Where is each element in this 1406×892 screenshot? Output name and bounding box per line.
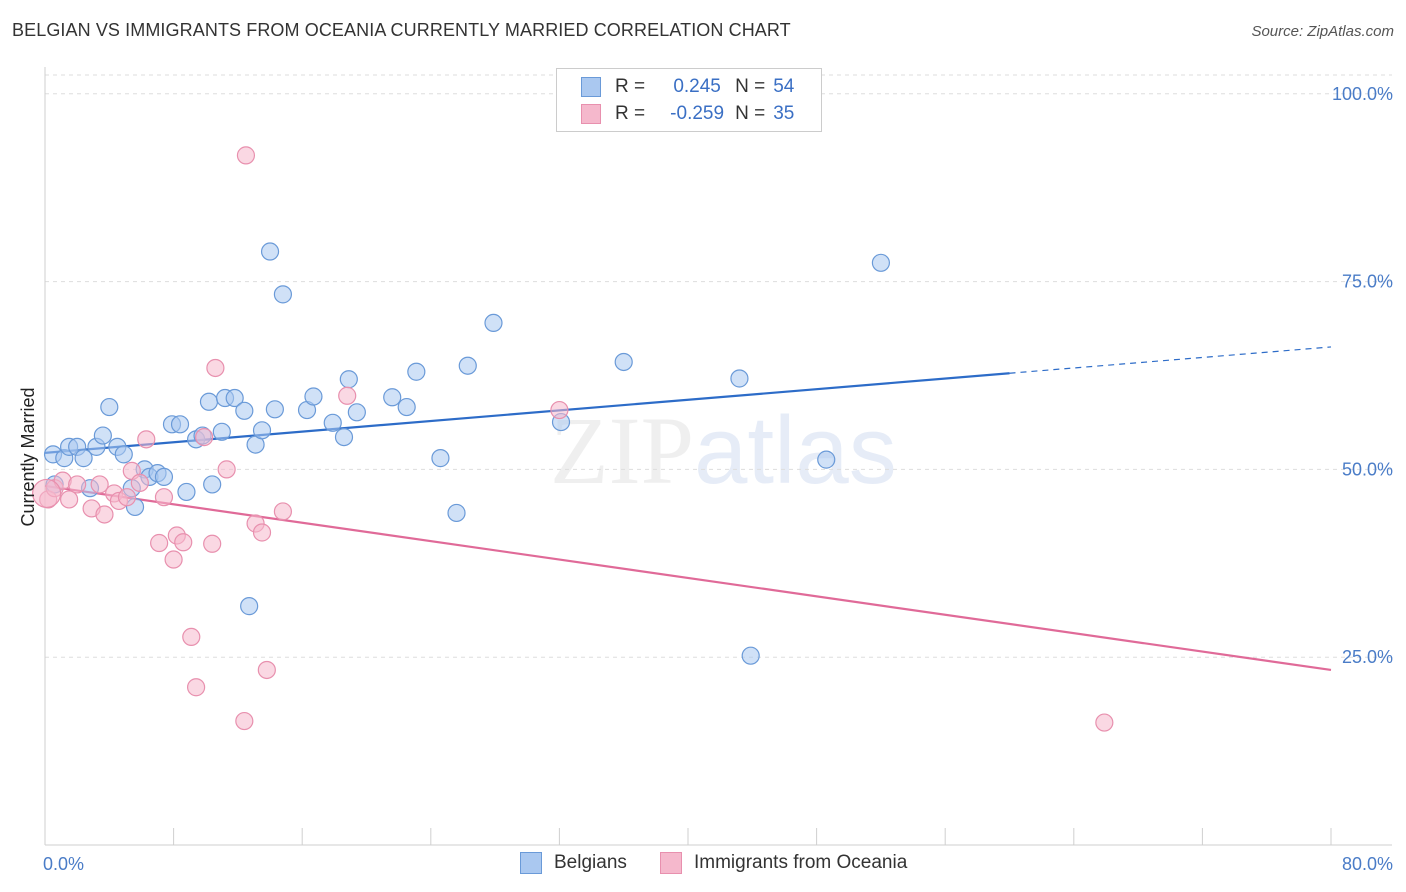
oceania-point-26 <box>236 146 256 165</box>
legend-belgians-label: Belgians <box>554 852 627 873</box>
oceania-point-29 <box>257 660 276 680</box>
oceania-r-label: R = <box>615 103 646 124</box>
belgian-point-34 <box>273 285 293 304</box>
oceania-point-14 <box>150 533 169 553</box>
oceania-point-13 <box>137 430 156 449</box>
y-tick-label-50: 50.0% <box>1342 459 1393 479</box>
oceania-point-15 <box>154 488 174 507</box>
belgian-point-19 <box>170 415 190 434</box>
belgians-trend-extension <box>1009 346 1332 374</box>
oceania-point-12 <box>130 473 149 493</box>
belgian-point-17 <box>154 467 174 487</box>
watermark: ZIPatlas <box>550 395 897 506</box>
belgians-r-value: 0.245 <box>673 76 721 97</box>
y-axis-label: Currently Married <box>18 387 38 526</box>
oceania-r-value: -0.259 <box>670 103 725 124</box>
belgian-point-44 <box>431 449 450 468</box>
belgian-point-52 <box>817 450 836 469</box>
belgian-point-29 <box>240 597 259 616</box>
oceania-n-label: N = <box>735 103 766 124</box>
oceania-point-18 <box>174 533 193 552</box>
oceania-point-33 <box>1095 713 1114 732</box>
x-tick-label-max: 80.0% <box>1342 854 1393 874</box>
source-credit: Source: ZipAtlas.com <box>1251 23 1394 40</box>
belgian-point-47 <box>484 313 503 333</box>
oceania-point-34 <box>32 478 62 509</box>
belgians-n-label: N = <box>735 76 766 97</box>
belgian-point-24 <box>203 475 222 494</box>
y-tick-label-75: 75.0% <box>1342 272 1393 292</box>
stats-legend: R = 0.245 N = 54 R = -0.259 N = 35 <box>556 68 822 132</box>
watermark-zip: ZIP <box>550 397 694 504</box>
belgian-point-46 <box>458 356 477 375</box>
belgian-point-41 <box>383 388 402 407</box>
oceania-point-7 <box>95 505 114 524</box>
belgians-r-label: R = <box>615 76 646 97</box>
data-points <box>32 146 1114 732</box>
belgian-point-20 <box>177 482 196 502</box>
belgian-point-37 <box>323 413 342 432</box>
belgian-point-51 <box>741 646 760 665</box>
watermark-atlas: atlas <box>694 397 897 504</box>
oceania-point-21 <box>195 427 214 447</box>
series-legend: Belgians Immigrants from Oceania <box>0 852 1406 878</box>
oceania-point-6 <box>90 475 109 494</box>
belgians-n-value: 54 <box>773 76 795 97</box>
chart-title: BELGIAN VS IMMIGRANTS FROM OCEANIA CURRE… <box>12 20 791 40</box>
x-tick-label-min: 0.0% <box>43 854 84 874</box>
legend-belgians-swatch <box>520 852 542 874</box>
belgian-point-5 <box>74 449 93 468</box>
oceania-point-25 <box>235 711 254 731</box>
legend-oceania-label: Immigrants from Oceania <box>694 852 908 873</box>
belgian-point-53 <box>871 253 891 272</box>
oceania-point-3 <box>60 490 79 509</box>
belgian-point-25 <box>212 422 231 441</box>
belgian-point-32 <box>260 242 280 261</box>
belgian-point-28 <box>235 401 254 420</box>
belgian-point-50 <box>730 369 749 388</box>
belgian-point-33 <box>265 400 284 419</box>
oceania-point-4 <box>68 475 87 494</box>
oceania-point-10 <box>117 488 137 507</box>
oceania-point-30 <box>273 502 293 521</box>
belgian-point-23 <box>199 392 219 411</box>
oceania-point-23 <box>206 358 225 378</box>
belgian-point-38 <box>334 427 354 447</box>
belgian-point-42 <box>397 397 416 417</box>
oceania-point-28 <box>252 523 272 542</box>
belgian-point-27 <box>225 388 244 408</box>
oceania-point-19 <box>182 627 201 647</box>
belgian-point-31 <box>252 421 272 440</box>
belgian-point-8 <box>93 426 112 445</box>
belgian-point-45 <box>447 503 466 523</box>
oceania-point-24 <box>217 460 236 479</box>
belgian-point-43 <box>407 362 426 381</box>
belgian-point-11 <box>114 445 133 464</box>
belgian-point-39 <box>339 370 358 389</box>
belgian-point-9 <box>100 397 119 417</box>
belgians-swatch <box>581 77 601 97</box>
belgian-point-49 <box>614 352 633 372</box>
oceania-point-22 <box>203 534 222 553</box>
oceania-swatch <box>581 104 601 124</box>
belgian-point-40 <box>347 403 366 422</box>
oceania-point-32 <box>550 400 569 420</box>
oceania-point-20 <box>187 678 206 697</box>
y-tick-label-100: 100.0% <box>1332 84 1393 104</box>
legend-oceania-swatch <box>660 852 682 874</box>
oceania-point-31 <box>338 386 357 405</box>
axis-labels: 25.0% 50.0% 75.0% 100.0% 0.0% 80.0% Currently … <box>18 84 1393 874</box>
legend-row-oceania: R = -0.259 N = 35 <box>581 102 794 126</box>
legend-item-belgians: Belgians <box>520 852 627 874</box>
y-tick-label-25: 25.0% <box>1342 647 1393 667</box>
legend-row-belgians: R = 0.245 N = 54 <box>581 75 794 99</box>
oceania-point-16 <box>164 550 183 569</box>
oceania-n-value: 35 <box>773 103 795 124</box>
legend-item-oceania: Immigrants from Oceania <box>660 852 907 874</box>
oceania-trend-line <box>44 484 1332 672</box>
belgian-point-36 <box>304 387 323 406</box>
